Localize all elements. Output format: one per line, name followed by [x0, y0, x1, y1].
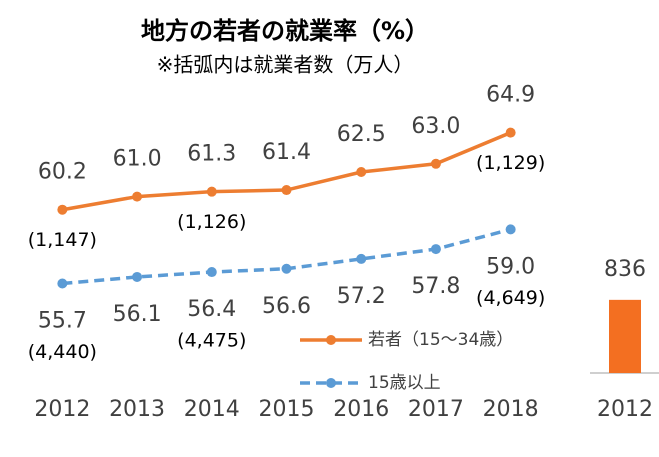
- point: [132, 191, 143, 202]
- point: [505, 224, 516, 235]
- employed-label: (1,126): [177, 211, 246, 233]
- point: [356, 167, 367, 177]
- point: [57, 278, 68, 289]
- x-tick-label: 2015: [259, 397, 315, 422]
- bar: [609, 299, 641, 373]
- x-tick-label: 2014: [184, 397, 240, 422]
- legend-marker: [326, 335, 336, 345]
- chart-title: 地方の若者の就業率（%）: [141, 17, 429, 45]
- point: [132, 271, 143, 282]
- value-label: 56.4: [187, 297, 236, 322]
- value-label: 60.2: [38, 160, 87, 185]
- point: [281, 185, 292, 196]
- point: [281, 263, 292, 274]
- legend-marker: [326, 378, 336, 388]
- employed-label: (4,440): [28, 341, 97, 363]
- employed-label: (4,475): [177, 330, 246, 352]
- point: [206, 267, 217, 278]
- point: [505, 127, 516, 138]
- value-label: 61.0: [113, 147, 162, 172]
- legend-label: 若者（15～34歳）: [368, 330, 513, 350]
- x-tick-label: 2012: [34, 397, 90, 422]
- x-tick-label: 2012: [597, 397, 653, 422]
- employed-label: (1,147): [28, 229, 97, 251]
- employed-label: (4,649): [476, 287, 545, 309]
- value-label: 57.2: [337, 284, 386, 309]
- x-tick-label: 2016: [333, 397, 389, 422]
- point: [356, 253, 367, 264]
- value-label: 64.9: [486, 83, 535, 108]
- x-tick-label: 2018: [483, 397, 539, 422]
- point: [57, 204, 68, 215]
- point: [430, 244, 441, 255]
- point: [430, 158, 441, 169]
- point: [206, 186, 217, 197]
- value-label: 63.0: [411, 114, 460, 139]
- x-tick-label: 2017: [408, 397, 464, 422]
- x-tick-label: 2013: [109, 397, 165, 422]
- value-label: 56.1: [113, 302, 162, 327]
- chart-subtitle: ※括弧内は就業者数（万人）: [157, 53, 414, 77]
- employed-label: (1,129): [476, 152, 545, 174]
- value-label: 59.0: [486, 254, 535, 279]
- value-label: 61.3: [187, 142, 236, 167]
- value-label: 57.8: [411, 274, 460, 299]
- value-label: 55.7: [38, 309, 87, 334]
- value-label: 56.6: [262, 294, 311, 319]
- legend-label: 15歳以上: [368, 373, 441, 393]
- value-label: 62.5: [337, 122, 386, 147]
- value-label: 61.4: [262, 140, 311, 165]
- value-label: 836: [604, 257, 646, 282]
